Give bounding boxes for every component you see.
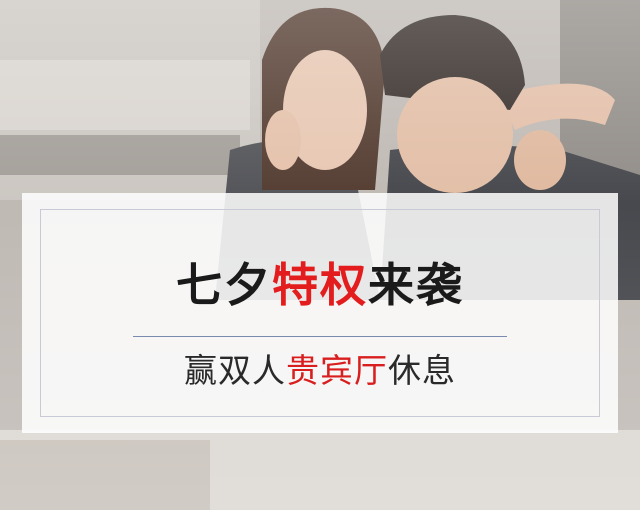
headline: 七夕特权来袭 xyxy=(41,257,599,313)
headline-trail: 来袭 xyxy=(368,258,464,312)
promo-card: 七夕特权来袭 赢双人贵宾厅休息 xyxy=(22,193,618,433)
headline-lead: 七夕 xyxy=(176,258,272,312)
card-frame: 七夕特权来袭 赢双人贵宾厅休息 xyxy=(40,209,600,417)
subline-lead: 赢双人 xyxy=(184,351,286,390)
subline-trail: 休息 xyxy=(388,351,456,390)
subline-highlight: 贵宾厅 xyxy=(286,351,388,390)
divider xyxy=(133,336,507,337)
headline-highlight: 特权 xyxy=(272,258,368,312)
subheadline: 赢双人贵宾厅休息 xyxy=(41,349,599,393)
